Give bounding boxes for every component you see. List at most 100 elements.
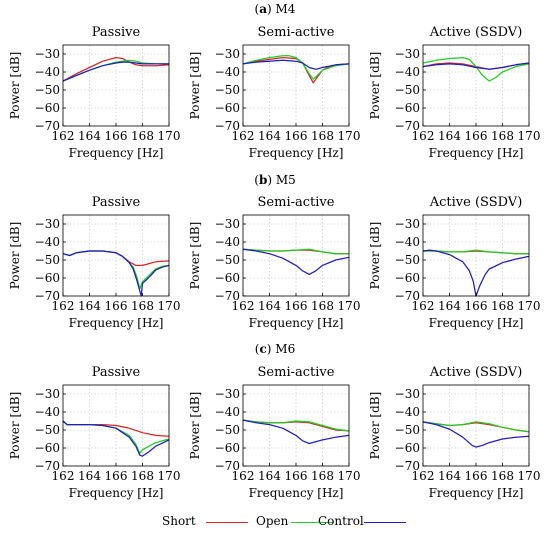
panel-a-passive-xtick-label: 162 [52,129,75,143]
panel-b-passive-xtick-label: 168 [131,299,154,313]
panel-c-passive-xtick-label: 170 [158,469,181,483]
panel-c-semi-active-title: Semi-active [258,365,335,380]
panel-b-semi-active-title: Semi-active [258,195,335,210]
panel-b-semi-active-xtick-label: 168 [311,299,334,313]
panel-b-passive-ytick-label: −40 [35,235,60,249]
panel-c-active-ssdv-xtick-label: 168 [491,469,514,483]
panel-b-active-ssdv: 162 164 166 168 170 −30 −40 −50 −60 −70 Active (SS… [368,195,540,330]
panel-a-active-ssdv-ylabel: Power [dB] [368,52,382,120]
panel-b-semi-active-ytick-label: −70 [215,289,240,303]
legend: Short Open Control [0,512,550,534]
panel-a-semi-active-ytick-label: −60 [215,101,240,115]
panel-b-active-ssdv-xtick-label: 162 [412,299,435,313]
panel-a-semi-active-xlabel: Frequency [Hz] [249,146,344,160]
panel-b-active-ssdv-plot-area [423,215,529,296]
panel-c-active-ssdv-ytick-label: −50 [395,423,420,437]
panel-c-semi-active-xtick-label: 162 [232,469,255,483]
panel-b-active-ssdv-xtick-label: 168 [491,299,514,313]
panel-a-active-ssdv-series-open [422,56,530,82]
panel-c-semi-active-ytick-label: −40 [215,405,240,419]
panel-b-semi-active-series-open [242,248,349,255]
panel-a-semi-active: 162 164 166 168 170 −30 −40 −50 −60 −70 Semi-activ… [188,25,360,160]
panel-b-semi-active-ytick-label: −50 [215,253,240,267]
panel-c-active-ssdv: 162 164 166 168 170 −30 −40 −50 −60 −70 Active (SS… [368,365,540,500]
panel-a-passive-ytick-label: −70 [35,119,60,133]
panel-a-passive-ylabel: Power [dB] [8,52,22,120]
panel-c-active-ssdv-title: Active (SSDV) [429,365,523,380]
panel-b-passive-xtick-label: 170 [158,299,181,313]
panel-b-semi-active-ytick-label: −60 [215,271,240,285]
panel-c-semi-active-ytick-label: −70 [215,459,240,473]
panel-a-passive-title: Passive [92,25,141,40]
panel-b-semi-active-ytick-label: −30 [215,217,240,231]
panel-c-passive-ytick-label: −60 [35,441,60,455]
legend-label-control: Control [318,514,364,528]
panel-b-passive-ytick-label: −70 [35,289,60,303]
panel-c-passive-ytick-label: −50 [35,423,60,437]
panel-b-active-ssdv-ylabel: Power [dB] [368,222,382,290]
panel-b-passive: 162 164 166 168 170 −30 −40 −50 −60 −70 Passive Fre… [8,195,180,330]
panel-a-passive-xtick-label: 168 [131,129,154,143]
panel-a-semi-active-xtick-label: 168 [311,129,334,143]
panel-c-passive-xtick-label: 166 [105,469,128,483]
panel-a-passive-xlabel: Frequency [Hz] [69,146,164,160]
panel-b-active-ssdv-ytick-label: −60 [395,271,420,285]
panel-a-passive-series-control [62,61,169,82]
panel-b-semi-active: 162 164 166 168 170 −30 −40 −50 −60 −70 Semi-activ… [188,195,360,330]
panel-c-semi-active-xtick-label: 164 [258,469,281,483]
panel-a-semi-active-xtick-label: 166 [285,129,308,143]
panel-b-active-ssdv-title: Active (SSDV) [429,195,523,210]
panel-c-semi-active-ytick-label: −60 [215,441,240,455]
panel-c-active-ssdv-ytick-label: −70 [395,459,420,473]
panel-a-active-ssdv-title: Active (SSDV) [429,25,523,40]
panel-a-passive-xtick-label: 166 [105,129,128,143]
panel-c-semi-active-plot-area [243,385,349,466]
panel-a-active-ssdv-plot-area [423,45,529,126]
panel-b-active-ssdv-ytick-label: −30 [395,217,420,231]
panel-b-semi-active-xtick-label: 166 [285,299,308,313]
panel-b-active-ssdv-series-open [423,249,529,255]
panel-c-active-ssdv-xlabel: Frequency [Hz] [429,486,524,500]
panel-b-semi-active-series-control [242,248,350,276]
panel-c-active-ssdv-series-open [422,421,530,433]
panel-a-passive-ytick-label: −40 [35,65,60,79]
panel-c-semi-active-xtick-label: 168 [311,469,334,483]
panel-a-passive-xtick-label: 170 [158,129,181,143]
panel-a-active-ssdv-ytick-label: −30 [395,47,420,61]
panel-a-active-ssdv-xtick-label: 168 [491,129,514,143]
row-label-a: (a) M4 [254,2,296,16]
panel-c-semi-active: 162 164 166 168 170 −30 −40 −50 −60 −70 Semi-activ… [188,365,360,500]
panel-c-passive-ytick-label: −70 [35,459,60,473]
panel-b-passive-series-control [62,250,170,297]
panel-a-passive-xtick-label: 164 [78,129,101,143]
panel-b-semi-active-xtick-label: 170 [338,299,361,313]
panel-b-semi-active-xtick-label: 162 [232,299,255,313]
panel-c-semi-active-ylabel: Power [dB] [188,392,202,460]
panel-b-passive-plot-area [63,215,169,296]
panel-a-active-ssdv-ytick-label: −50 [395,83,420,97]
legend-label-short: Short [162,514,196,528]
panel-c-passive-xtick-label: 164 [78,469,101,483]
panel-b-active-ssdv-xtick-label: 166 [465,299,488,313]
panel-b-passive-ylabel: Power [dB] [8,222,22,290]
panel-b-passive-ytick-label: −60 [35,271,60,285]
panel-c-passive-ytick-label: −40 [35,405,60,419]
panel-c-passive-xtick-label: 162 [52,469,75,483]
panel-a-semi-active-ytick-label: −70 [215,119,240,133]
panel-b-active-ssdv-ytick-label: −50 [395,253,420,267]
panel-a-semi-active-ylabel: Power [dB] [188,52,202,120]
panel-c-passive-xlabel: Frequency [Hz] [69,486,164,500]
panel-c-semi-active-xtick-label: 166 [285,469,308,483]
panel-a-passive: 162 164 166 168 170 −30 −40 −50 −60 −70 Passive Fre… [8,25,180,160]
legend-label-open: Open [256,514,289,528]
panel-a-active-ssdv-series-control [422,62,530,70]
panel-b-passive-xtick-label: 162 [52,299,75,313]
panel-b-passive-xlabel: Frequency [Hz] [69,316,164,330]
panel-a-passive-ytick-label: −30 [35,47,60,61]
panel-c-active-ssdv-xtick-label: 170 [518,469,541,483]
legend-swatch-open [291,522,333,523]
legend-swatch-short [206,522,248,523]
panel-c-semi-active-series-open [242,419,350,432]
panel-b-semi-active-plot-area [243,215,349,296]
